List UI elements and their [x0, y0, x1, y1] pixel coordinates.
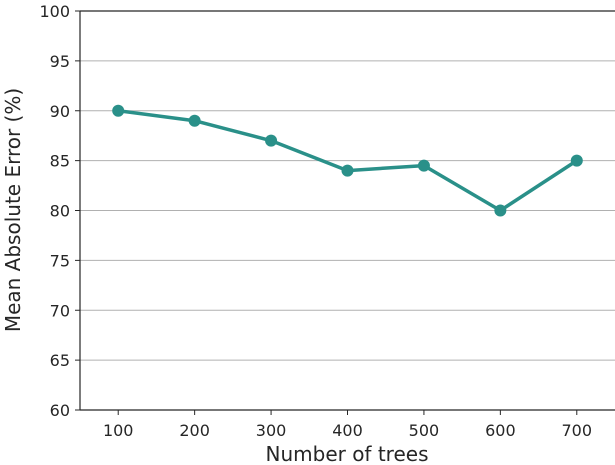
data-point: [494, 204, 507, 217]
x-tick-label: 400: [332, 421, 363, 440]
y-tick-label: 90: [50, 102, 70, 121]
data-point: [341, 164, 354, 177]
y-tick-label: 65: [50, 351, 70, 370]
x-axis-label: Number of trees: [266, 442, 429, 465]
x-tick-label: 500: [409, 421, 440, 440]
data-point: [570, 154, 583, 167]
y-axis-ticks: 60 65 70 75 80 85 90 95 100: [39, 2, 80, 420]
series-group: [112, 104, 583, 217]
y-tick-label: 95: [50, 52, 70, 71]
y-tick-label: 80: [50, 202, 70, 221]
y-tick-label: 70: [50, 301, 70, 320]
x-tick-label: 700: [562, 421, 593, 440]
x-tick-label: 300: [256, 421, 287, 440]
data-point: [188, 114, 201, 127]
x-tick-label: 200: [179, 421, 210, 440]
y-tick-label: 60: [50, 401, 70, 420]
y-tick-label: 75: [50, 251, 70, 270]
y-axis-label: Mean Absolute Error (%): [1, 88, 25, 332]
grid-lines: [80, 10, 615, 411]
data-point: [265, 134, 278, 147]
data-point: [112, 104, 125, 117]
x-axis-ticks: 100 200 300 400 500 600 700: [103, 410, 592, 440]
y-tick-label: 85: [50, 152, 70, 171]
data-point: [417, 159, 430, 172]
y-tick-label: 100: [39, 2, 70, 21]
x-tick-label: 600: [485, 421, 516, 440]
x-tick-label: 100: [103, 421, 134, 440]
